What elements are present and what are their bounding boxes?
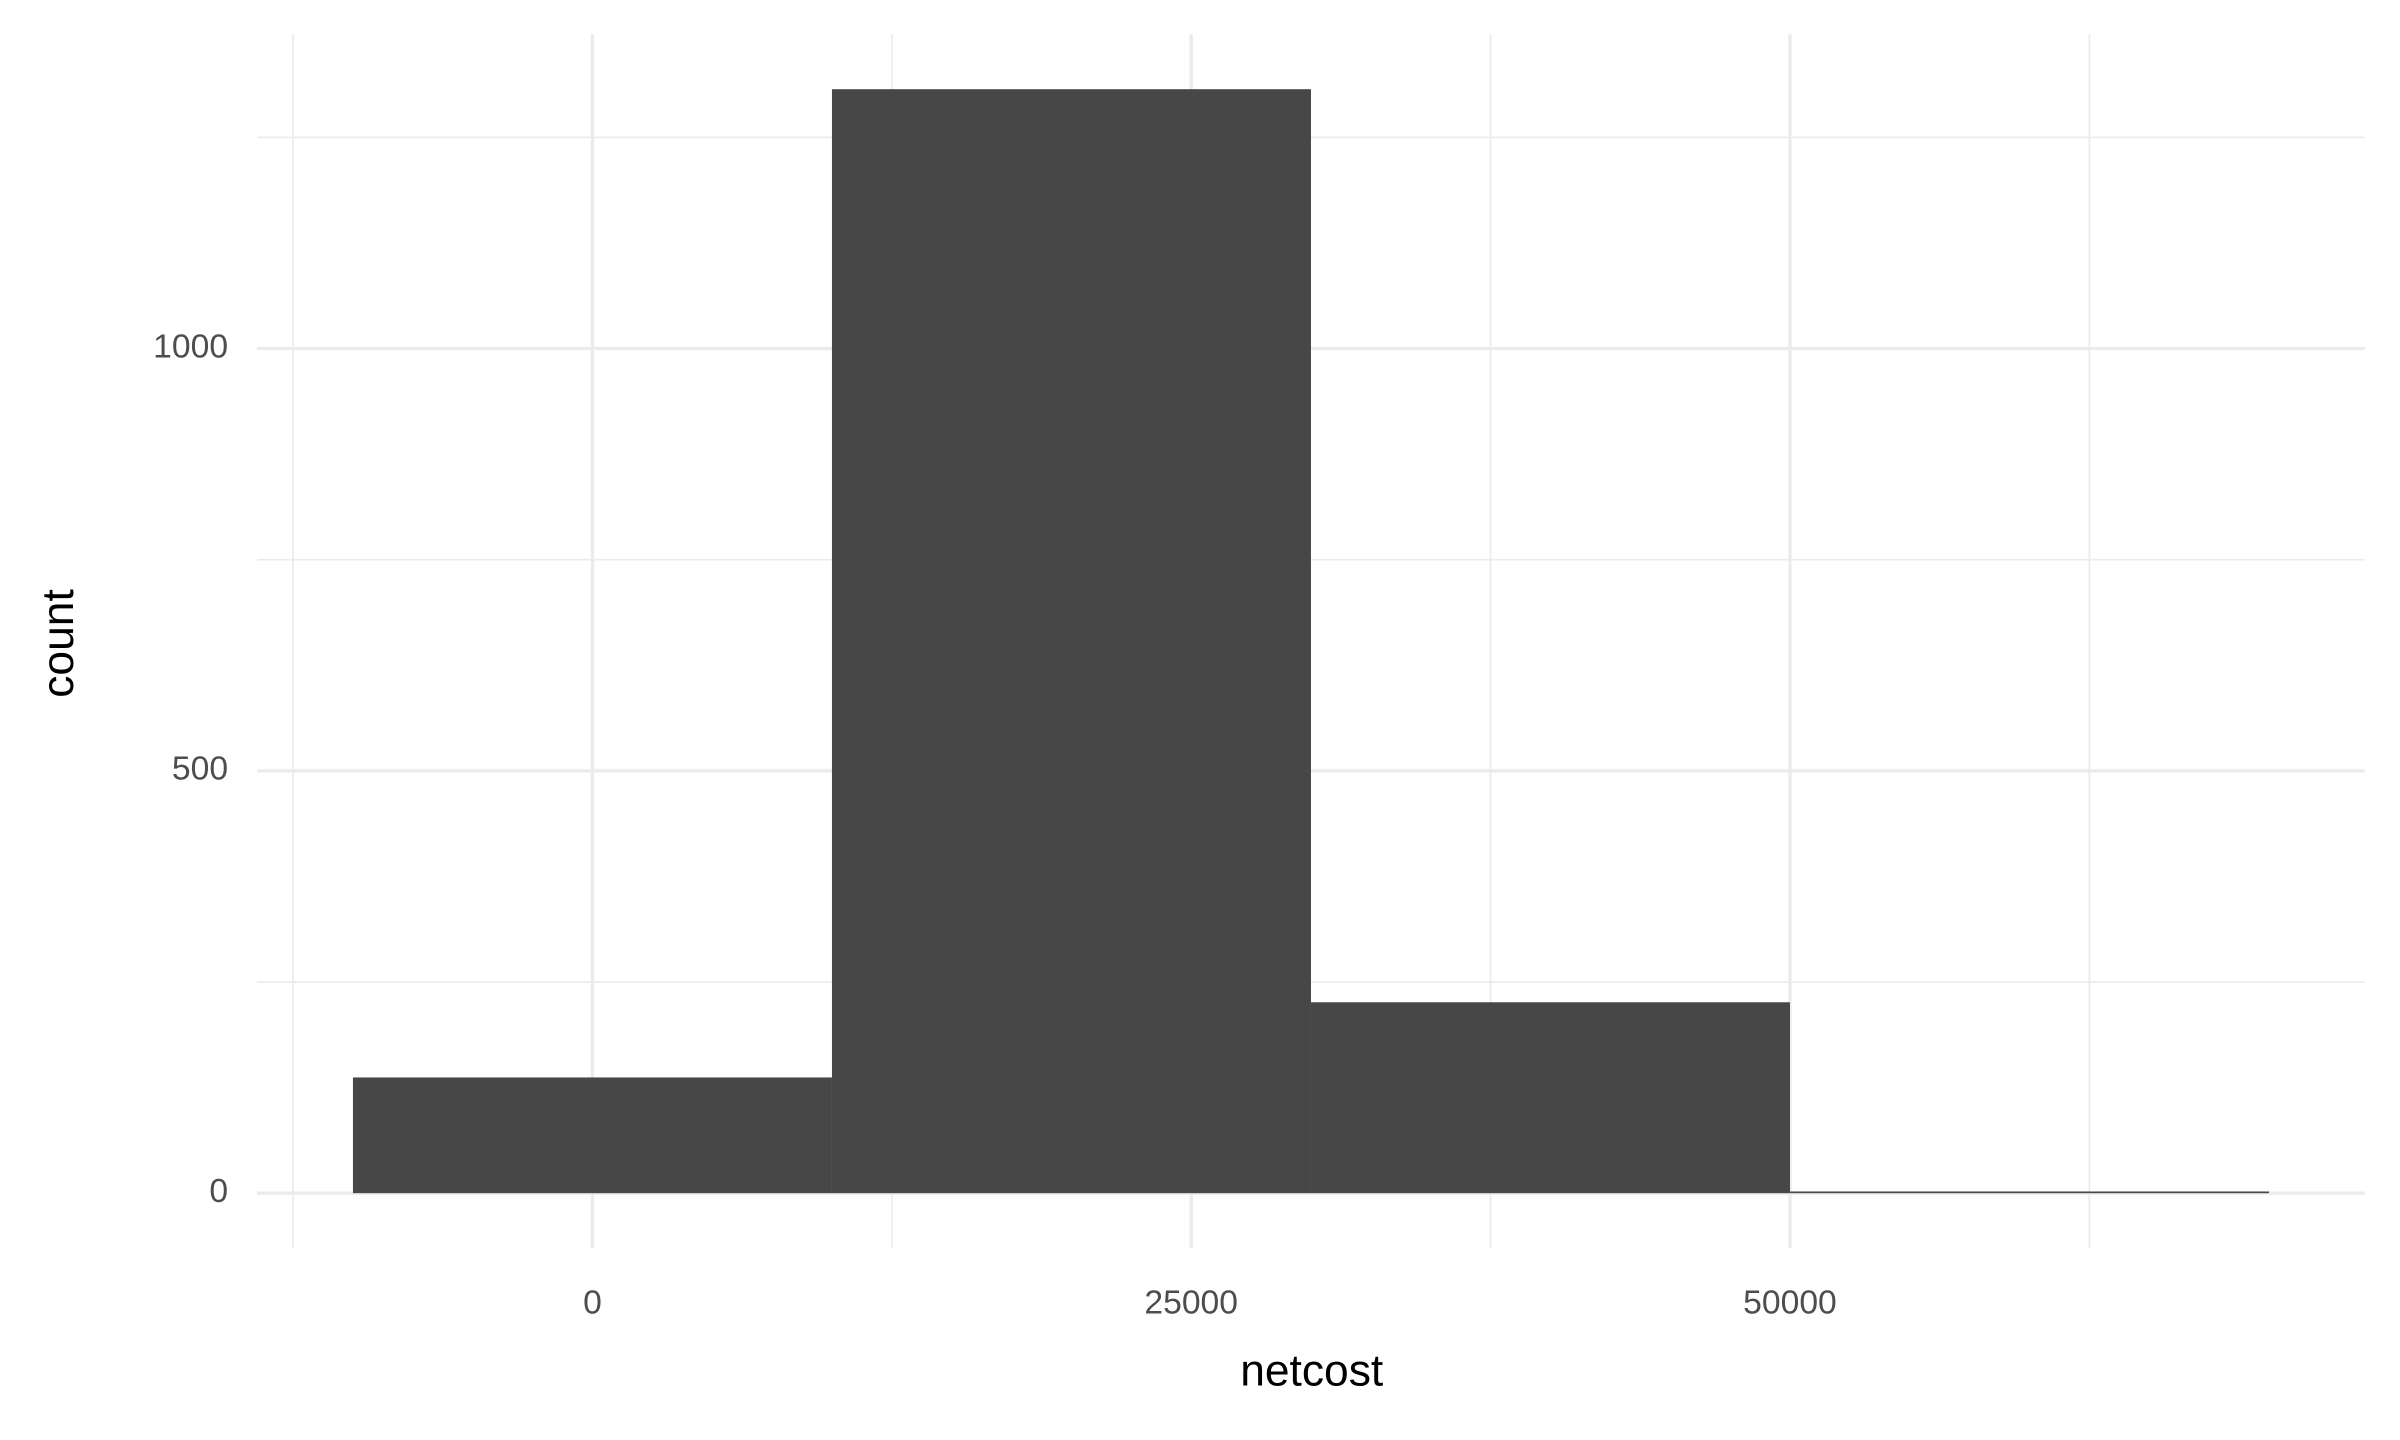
y-tick-label: 1000: [153, 328, 228, 365]
y-tick-label: 500: [172, 751, 228, 788]
y-tick-label: 0: [209, 1173, 228, 1210]
x-tick-label: 50000: [1743, 1285, 1837, 1322]
bars: [352, 89, 2269, 1194]
bar: [1310, 1002, 1790, 1194]
bar: [1789, 1191, 2269, 1194]
y-axis-title: count: [34, 589, 83, 698]
labels: 0 25000 50000 0 500 1000: [153, 328, 1837, 1321]
x-axis-title: netcost: [1240, 1346, 1383, 1395]
bar: [831, 89, 1311, 1194]
x-tick-label: 25000: [1144, 1285, 1238, 1322]
bar: [352, 1077, 832, 1194]
x-tick-label: 0: [583, 1285, 602, 1322]
